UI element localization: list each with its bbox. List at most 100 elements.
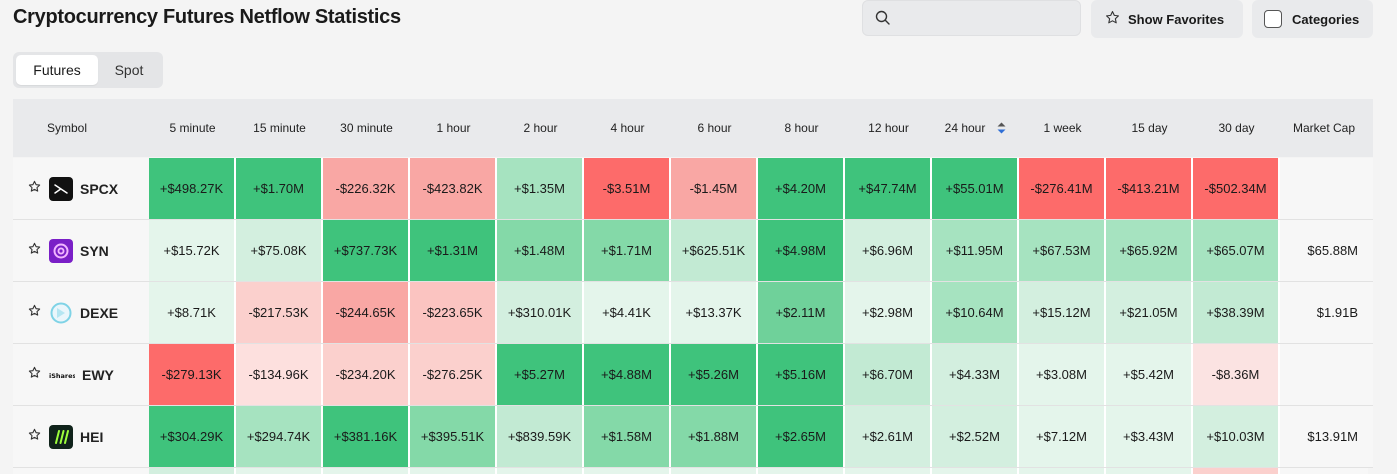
table-row[interactable]: HEI +$304.29K +$294.74K +$381.16K +$395.51K +… bbox=[13, 406, 1373, 468]
netflow-cell: +$304.29K bbox=[149, 406, 236, 467]
netflow-cell: -$423.82K bbox=[410, 158, 497, 219]
netflow-cell: +$498.27K bbox=[149, 158, 236, 219]
symbol-name[interactable]: SYN bbox=[80, 242, 109, 259]
star-icon bbox=[1105, 10, 1120, 28]
show-favorites-button[interactable]: Show Favorites bbox=[1091, 0, 1243, 38]
column-header-label: 24 hour bbox=[944, 121, 986, 135]
table-body: SPCX +$498.27K +$1.70M -$226.32K -$423.82K +$… bbox=[13, 158, 1373, 474]
netflow-cell: -$276.41M bbox=[1019, 158, 1106, 219]
syn-logo-icon bbox=[49, 238, 73, 263]
page-title: Cryptocurrency Futures Netflow Statistic… bbox=[13, 6, 401, 28]
favorite-star-icon[interactable] bbox=[28, 180, 42, 197]
column-header-8-hour[interactable]: 8 hour bbox=[758, 99, 845, 157]
symbol-name[interactable]: HEI bbox=[80, 428, 104, 445]
symbol-cell: SPCX bbox=[13, 158, 149, 219]
tab-futures[interactable]: Futures bbox=[16, 55, 98, 85]
spcx-logo-icon bbox=[49, 176, 73, 201]
netflow-cell: +$3.43M bbox=[1106, 406, 1193, 467]
netflow-cell: -$8.36M bbox=[1193, 344, 1280, 405]
column-header-market-cap[interactable]: Market Cap bbox=[1280, 99, 1368, 157]
market-cap-cell bbox=[1280, 158, 1368, 219]
column-header-15-day[interactable]: 15 day bbox=[1106, 99, 1193, 157]
column-header-24-hour[interactable]: 24 hour bbox=[932, 99, 1019, 157]
netflow-cell: +$839.59K bbox=[497, 406, 584, 467]
symbol-cell: DEXE bbox=[13, 282, 149, 343]
column-header-2-hour[interactable]: 2 hour bbox=[497, 99, 584, 157]
table-row[interactable]: SYN +$15.72K +$75.08K +$737.73K +$1.31M +$1.4… bbox=[13, 220, 1373, 282]
symbol-name[interactable]: SPCX bbox=[80, 180, 119, 197]
netflow-cell: +$1.70M bbox=[236, 158, 323, 219]
sort-icon[interactable] bbox=[997, 122, 1006, 134]
column-header-30-day[interactable]: 30 day bbox=[1193, 99, 1280, 157]
market-cap-cell: $13.91M bbox=[1307, 429, 1358, 444]
netflow-cell: -$502.34M bbox=[1193, 158, 1280, 219]
column-header-label: 1 hour bbox=[436, 121, 471, 135]
netflow-cell: +$4.20M bbox=[758, 158, 845, 219]
favorite-star-icon[interactable] bbox=[28, 428, 42, 445]
column-header-label: 12 hour bbox=[868, 121, 909, 135]
netflow-cell: +$737.73K bbox=[323, 220, 410, 281]
categories-checkbox[interactable] bbox=[1264, 10, 1282, 28]
hei-logo-icon bbox=[49, 424, 73, 449]
table-header: Symbol 5 minute 15 minute 30 minute 1 hour 2 … bbox=[13, 99, 1373, 157]
netflow-cell: +$395.51K bbox=[410, 406, 497, 467]
netflow-cell: +$75.08K bbox=[236, 220, 323, 281]
netflow-cell: +$1.31M bbox=[410, 220, 497, 281]
netflow-cell: +$8.71K bbox=[149, 282, 236, 343]
tab-spot[interactable]: Spot bbox=[114, 62, 144, 78]
netflow-cell: +$5.16M bbox=[758, 344, 845, 405]
netflow-cell: +$7.12M bbox=[1019, 406, 1106, 467]
netflow-cell: +$10.03M bbox=[1193, 406, 1280, 467]
netflow-cell: +$3.08M bbox=[1019, 344, 1106, 405]
symbol-name[interactable]: EWY bbox=[82, 366, 114, 383]
netflow-cell: +$15.72K bbox=[149, 220, 236, 281]
symbol-cell: SYN bbox=[13, 220, 149, 281]
netflow-cell: +$2.65M bbox=[758, 406, 845, 467]
favorite-star-icon[interactable] bbox=[28, 366, 42, 383]
netflow-cell: +$2.98M bbox=[845, 282, 932, 343]
column-header-1-hour[interactable]: 1 hour bbox=[410, 99, 497, 157]
column-header-4-hour[interactable]: 4 hour bbox=[584, 99, 671, 157]
netflow-cell: +$1.71M bbox=[584, 220, 671, 281]
table-row[interactable]: DEXE +$8.71K -$217.53K -$244.65K -$223.65K +$… bbox=[13, 282, 1373, 344]
column-header-5-minute[interactable]: 5 minute bbox=[149, 99, 236, 157]
netflow-cell: +$294.74K bbox=[236, 406, 323, 467]
column-header-30-minute[interactable]: 30 minute bbox=[323, 99, 410, 157]
search-input[interactable] bbox=[862, 0, 1081, 36]
column-header-label: 2 hour bbox=[523, 121, 558, 135]
netflow-cell: -$1.45M bbox=[671, 158, 758, 219]
netflow-cell: +$55.01M bbox=[932, 158, 1019, 219]
column-header-1-week[interactable]: 1 week bbox=[1019, 99, 1106, 157]
netflow-cell: +$65.07M bbox=[1193, 220, 1280, 281]
netflow-cell: +$1.88M bbox=[671, 406, 758, 467]
netflow-cell: +$65.92M bbox=[1106, 220, 1193, 281]
show-favorites-label: Show Favorites bbox=[1128, 11, 1225, 27]
netflow-cell: +$5.27M bbox=[497, 344, 584, 405]
netflow-cell: +$67.53M bbox=[1019, 220, 1106, 281]
netflow-cell: +$4.98M bbox=[758, 220, 845, 281]
favorite-star-icon[interactable] bbox=[28, 304, 42, 321]
categories-button[interactable]: Categories bbox=[1252, 0, 1373, 38]
favorite-star-icon[interactable] bbox=[28, 242, 42, 259]
symbol-name[interactable]: DEXE bbox=[80, 304, 119, 321]
netflow-cell: +$4.88M bbox=[584, 344, 671, 405]
column-header-6-hour[interactable]: 6 hour bbox=[671, 99, 758, 157]
netflow-cell: -$226.32K bbox=[323, 158, 410, 219]
dexe-logo-icon bbox=[49, 301, 73, 325]
netflow-cell: +$6.96M bbox=[845, 220, 932, 281]
netflow-cell: +$310.01K bbox=[497, 282, 584, 343]
table-row[interactable]: SPCX +$498.27K +$1.70M -$226.32K -$423.82K +$… bbox=[13, 158, 1373, 220]
table-row[interactable]: iShares EWY -$279.13K -$134.96K -$234.20K -$2… bbox=[13, 344, 1373, 406]
column-header-12-hour[interactable]: 12 hour bbox=[845, 99, 932, 157]
column-header-symbol[interactable]: Symbol bbox=[13, 99, 149, 157]
svg-text:iShares: iShares bbox=[49, 372, 75, 380]
column-header-label: 8 hour bbox=[784, 121, 819, 135]
ishares-logo-icon: iShares bbox=[49, 363, 75, 387]
netflow-cell: +$21.05M bbox=[1106, 282, 1193, 343]
column-header-label: 15 minute bbox=[253, 121, 306, 135]
column-header-15-minute[interactable]: 15 minute bbox=[236, 99, 323, 157]
netflow-cell: +$2.52M bbox=[932, 406, 1019, 467]
column-header-label: 5 minute bbox=[169, 121, 216, 135]
netflow-cell: +$15.12M bbox=[1019, 282, 1106, 343]
netflow-cell: -$134.96K bbox=[236, 344, 323, 405]
